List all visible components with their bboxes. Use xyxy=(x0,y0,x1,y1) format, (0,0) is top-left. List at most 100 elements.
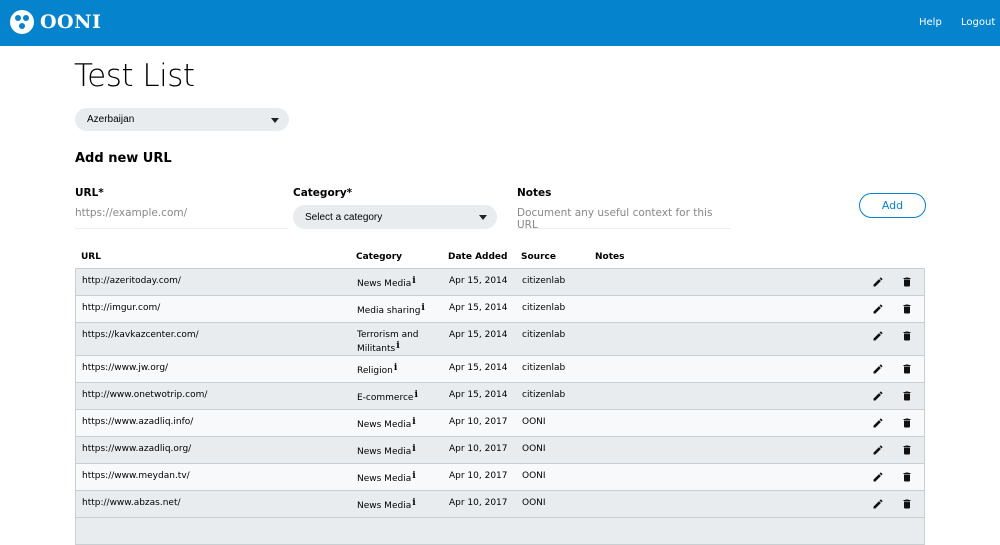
row-category: E-commercei xyxy=(357,390,437,404)
table-row: http://www.onetwotrip.com/ E-commercei A… xyxy=(76,383,924,410)
column-header-notes: Notes xyxy=(595,252,625,262)
delete-trash-icon[interactable] xyxy=(901,303,913,315)
row-category: News Mediai xyxy=(357,276,437,290)
info-icon[interactable]: i xyxy=(396,341,400,351)
table-row xyxy=(76,518,924,545)
column-header-url: URL xyxy=(81,252,101,262)
row-date-added: Apr 15, 2014 xyxy=(449,303,508,313)
help-link[interactable]: Help xyxy=(919,17,942,28)
row-url: https://kavkazcenter.com/ xyxy=(82,330,199,340)
url-input[interactable]: https://example.com/ xyxy=(75,207,288,229)
info-icon[interactable]: i xyxy=(414,390,418,400)
edit-pencil-icon[interactable] xyxy=(872,498,884,510)
edit-pencil-icon[interactable] xyxy=(872,471,884,483)
table-row: https://kavkazcenter.com/ Terrorism and … xyxy=(76,323,924,356)
row-date-added: Apr 15, 2014 xyxy=(449,390,508,400)
row-category: News Mediai xyxy=(357,444,437,458)
row-url: http://azeritoday.com/ xyxy=(82,276,181,286)
row-source: citizenlab xyxy=(522,363,566,373)
row-date-added: Apr 10, 2017 xyxy=(449,471,508,481)
country-select[interactable]: Azerbaijan xyxy=(75,108,289,131)
row-date-added: Apr 15, 2014 xyxy=(449,363,508,373)
row-category-label: News Media xyxy=(357,474,412,484)
column-header-category: Category xyxy=(356,252,403,262)
row-source: OONI xyxy=(522,444,546,454)
edit-pencil-icon[interactable] xyxy=(872,276,884,288)
notes-input[interactable]: Document any useful context for this URL xyxy=(517,207,730,231)
edit-pencil-icon[interactable] xyxy=(872,444,884,456)
info-icon[interactable]: i xyxy=(412,498,416,508)
row-category: Terrorism and Militantsi xyxy=(357,330,437,355)
table-row: http://www.abzas.net/ News Mediai Apr 10… xyxy=(76,491,924,518)
row-category-label: News Media xyxy=(357,447,412,457)
delete-trash-icon[interactable] xyxy=(901,498,913,510)
row-category: News Mediai xyxy=(357,498,437,512)
row-date-added: Apr 10, 2017 xyxy=(449,417,508,427)
column-header-date-added: Date Added xyxy=(448,252,508,262)
notes-label: Notes xyxy=(517,187,552,199)
delete-trash-icon[interactable] xyxy=(901,444,913,456)
info-icon[interactable]: i xyxy=(421,303,425,313)
test-list-table: http://azeritoday.com/ News Mediai Apr 1… xyxy=(75,268,925,545)
row-url: https://www.meydan.tv/ xyxy=(82,471,190,481)
info-icon[interactable]: i xyxy=(412,417,416,427)
delete-trash-icon[interactable] xyxy=(901,471,913,483)
delete-trash-icon[interactable] xyxy=(901,276,913,288)
row-url: https://www.jw.org/ xyxy=(82,363,169,373)
chevron-down-icon xyxy=(271,117,279,123)
row-category-label: Media sharing xyxy=(357,306,421,316)
row-category: Media sharingi xyxy=(357,303,437,317)
row-category-label: Terrorism and Militants xyxy=(357,330,419,354)
row-category-label: News Media xyxy=(357,420,412,430)
edit-pencil-icon[interactable] xyxy=(872,303,884,315)
info-icon[interactable]: i xyxy=(412,471,416,481)
row-source: OONI xyxy=(522,417,546,427)
url-label: URL* xyxy=(75,187,104,199)
table-row: https://www.meydan.tv/ News Mediai Apr 1… xyxy=(76,464,924,491)
country-select-value: Azerbaijan xyxy=(87,114,135,125)
row-date-added: Apr 10, 2017 xyxy=(449,444,508,454)
row-category: News Mediai xyxy=(357,471,437,485)
logout-link[interactable]: Logout xyxy=(961,17,996,28)
delete-trash-icon[interactable] xyxy=(901,417,913,429)
edit-pencil-icon[interactable] xyxy=(872,363,884,375)
chevron-down-icon xyxy=(479,215,487,220)
table-row: http://imgur.com/ Media sharingi Apr 15,… xyxy=(76,296,924,323)
edit-pencil-icon[interactable] xyxy=(872,417,884,429)
row-date-added: Apr 15, 2014 xyxy=(449,330,508,340)
add-button[interactable]: Add xyxy=(859,193,926,218)
edit-pencil-icon[interactable] xyxy=(872,330,884,342)
row-date-added: Apr 10, 2017 xyxy=(449,498,508,508)
edit-pencil-icon[interactable] xyxy=(872,390,884,402)
row-category: News Mediai xyxy=(357,417,437,431)
row-source: citizenlab xyxy=(522,390,566,400)
info-icon[interactable]: i xyxy=(412,276,416,286)
row-url: https://www.azadliq.org/ xyxy=(82,444,192,454)
category-select[interactable]: Select a category xyxy=(293,205,497,229)
row-source: citizenlab xyxy=(522,330,566,340)
row-url: http://www.onetwotrip.com/ xyxy=(82,390,208,400)
brand-name: OONI xyxy=(40,11,102,33)
ooni-logo-icon xyxy=(10,10,34,34)
row-source: citizenlab xyxy=(522,276,566,286)
add-url-heading: Add new URL xyxy=(75,151,172,166)
category-label: Category* xyxy=(293,187,353,199)
table-row: https://www.jw.org/ Religioni Apr 15, 20… xyxy=(76,356,924,383)
row-category-label: E-commerce xyxy=(357,393,414,403)
table-row: https://www.azadliq.info/ News Mediai Ap… xyxy=(76,410,924,437)
page-title: Test List xyxy=(74,58,195,94)
category-select-value: Select a category xyxy=(305,211,383,223)
row-url: http://www.abzas.net/ xyxy=(82,498,181,508)
ooni-logo[interactable]: OONI xyxy=(10,10,101,34)
delete-trash-icon[interactable] xyxy=(901,390,913,402)
row-url: https://www.azadliq.info/ xyxy=(82,417,194,427)
delete-trash-icon[interactable] xyxy=(901,363,913,375)
delete-trash-icon[interactable] xyxy=(901,330,913,342)
info-icon[interactable]: i xyxy=(412,444,416,454)
row-source: citizenlab xyxy=(522,303,566,313)
info-icon[interactable]: i xyxy=(393,363,398,373)
table-row: http://azeritoday.com/ News Mediai Apr 1… xyxy=(76,269,924,296)
row-source: OONI xyxy=(522,498,546,508)
row-category-label: News Media xyxy=(357,279,412,289)
row-category: Religioni xyxy=(357,363,437,377)
